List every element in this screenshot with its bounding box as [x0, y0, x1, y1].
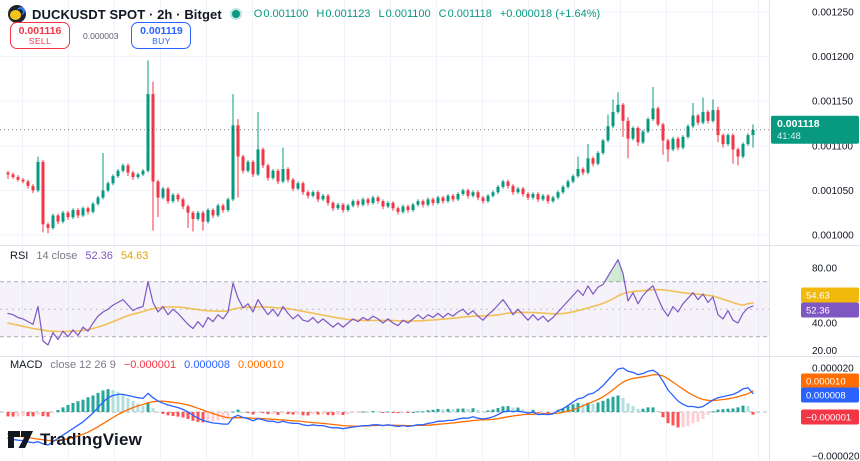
rsi-ma-value: 54.63 [120, 250, 149, 262]
rsi-pane[interactable] [0, 259, 769, 346]
close-label: C [438, 8, 447, 20]
change-value: +0.000018 (+1.64%) [499, 8, 601, 20]
symbol-logo-icon [8, 5, 26, 23]
rsi-name: RSI [10, 250, 29, 262]
macd-name: MACD [10, 359, 43, 371]
spread-value: 0.000003 [83, 30, 119, 41]
buy-price: 0.001119 [140, 25, 183, 37]
svg-text:0.001050: 0.001050 [812, 186, 854, 197]
sell-label: SELL [28, 36, 52, 46]
svg-text:0.001250: 0.001250 [812, 8, 854, 19]
svg-text:0.000008: 0.000008 [806, 391, 846, 402]
svg-text:0.000020: 0.000020 [812, 363, 854, 374]
svg-text:52.36: 52.36 [806, 306, 830, 317]
svg-text:−0.000020: −0.000020 [812, 452, 860, 461]
buy-label: BUY [152, 36, 171, 46]
main-price-pane[interactable] [0, 60, 769, 234]
rsi-value: 52.36 [85, 250, 113, 262]
macd-signal-value: 0.000010 [238, 359, 284, 371]
svg-text:0.000010: 0.000010 [806, 377, 846, 388]
rsi-legend[interactable]: RSI 14 close 52.36 54.63 [10, 250, 148, 262]
svg-text:0.001200: 0.001200 [812, 52, 854, 63]
order-buttons: 0.001116 SELL 0.000003 0.001119 BUY [10, 22, 192, 49]
open-label: O [253, 8, 263, 20]
macd-pane[interactable] [0, 367, 769, 446]
close-value: 0.001118 [447, 8, 492, 20]
svg-text:0.001118: 0.001118 [777, 118, 820, 130]
tradingview-mark-icon [8, 431, 33, 448]
market-status-dot[interactable] [231, 10, 240, 18]
price-axis[interactable]: 0.001250 0.001200 0.001150 0.001100 0.001050… [771, 8, 860, 461]
symbol-title[interactable]: DUCKUSDT SPOT · 2h · Bitget [32, 6, 222, 22]
macd-line-value: 0.000008 [184, 359, 231, 371]
buy-button[interactable]: 0.001119 BUY [131, 22, 192, 49]
svg-text:54.63: 54.63 [806, 291, 830, 302]
tradingview-wordmark: TradingView [40, 429, 143, 449]
tradingview-logo[interactable]: TradingView [8, 429, 142, 450]
high-label: H [316, 8, 325, 20]
open-value: 0.001100 [263, 8, 309, 20]
svg-text:0.001000: 0.001000 [812, 231, 854, 242]
rsi-params: 14 close [36, 250, 78, 262]
svg-text:0.001150: 0.001150 [812, 97, 853, 108]
ohlc-values: O 0.001100 H 0.001123 L 0.001100 C 0.001118 … [254, 8, 600, 20]
high-value: 0.001123 [325, 8, 371, 20]
sell-price: 0.001116 [18, 25, 62, 37]
macd-hist-value: −0.000001 [123, 359, 177, 371]
duck-icon [10, 10, 21, 20]
macd-params: close 12 26 9 [50, 359, 116, 371]
low-value: 0.001100 [385, 8, 431, 20]
grid-layer [0, 0, 769, 461]
low-label: L [378, 8, 385, 20]
svg-text:80.00: 80.00 [812, 263, 837, 274]
macd-legend[interactable]: MACD close 12 26 9 −0.000001 0.000008 0.… [10, 359, 284, 371]
svg-text:20.00: 20.00 [812, 346, 837, 357]
svg-text:40.00: 40.00 [812, 318, 837, 329]
svg-text:−0.000001: −0.000001 [806, 413, 851, 424]
svg-text:0.001100: 0.001100 [812, 141, 853, 152]
sell-button[interactable]: 0.001116 SELL [10, 22, 70, 49]
svg-text:41:48: 41:48 [777, 131, 801, 142]
